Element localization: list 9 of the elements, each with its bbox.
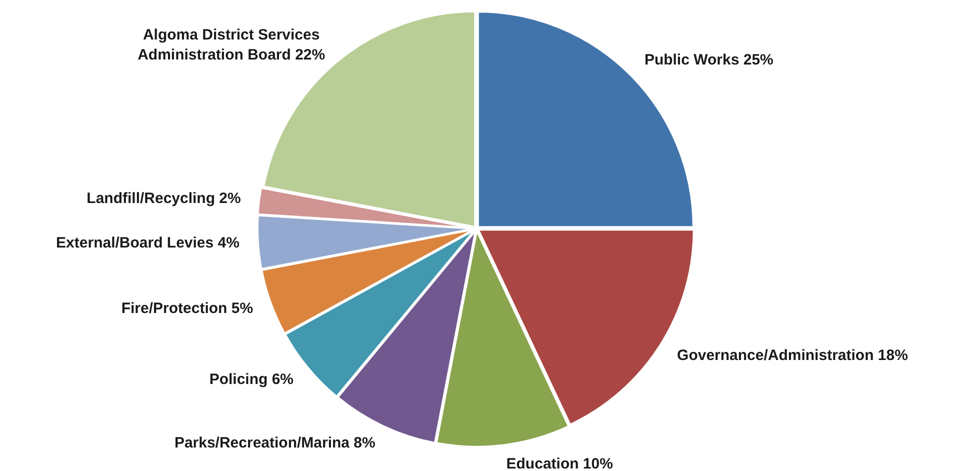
slice-label: Fire/Protection 5% xyxy=(121,300,254,318)
slice-label: Policing 6% xyxy=(209,371,294,388)
slice-label: Education 10% xyxy=(506,455,613,471)
slice-label: Governance/Administration 18% xyxy=(677,346,908,364)
slice-label: Algoma District Services Administration Board 22% xyxy=(138,26,326,64)
slice-label: Landfill/Recycling 2% xyxy=(86,190,241,207)
slice-label: External/Board Levies 4% xyxy=(56,234,240,252)
slice-label: Public Works 25% xyxy=(644,52,774,69)
slice-label: Parks/Recreation/Marina 8% xyxy=(174,434,376,452)
